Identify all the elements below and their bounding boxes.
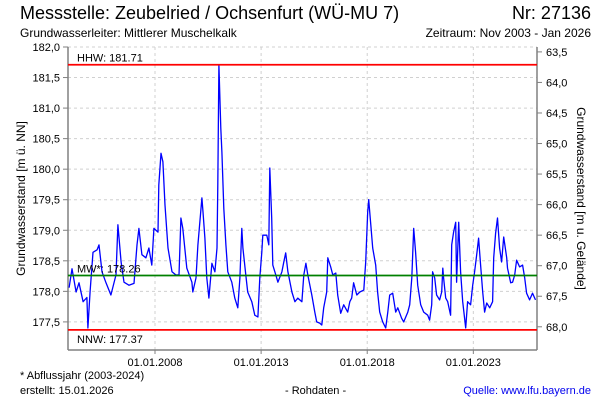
x-tick-label: 01.01.2018 bbox=[340, 357, 395, 369]
y-tick-label: 181,0 bbox=[32, 103, 60, 115]
source-link[interactable]: Quelle: www.lfu.bayern.de bbox=[463, 385, 591, 397]
y2-tick-label: 64,5 bbox=[546, 108, 567, 120]
x-tick-label: 01.01.2023 bbox=[446, 357, 501, 369]
y2-tick-label: 67,5 bbox=[546, 291, 567, 303]
y-tick-label: 180,5 bbox=[32, 134, 60, 146]
aquifer-label: Grundwasserleiter: Mittlerer Muschelkalk bbox=[20, 26, 237, 40]
y2-tick-label: 65,0 bbox=[546, 139, 567, 151]
y-tick-label: 181,5 bbox=[32, 73, 60, 85]
plot-area bbox=[68, 47, 537, 350]
y2-tick-label: 63,5 bbox=[546, 47, 567, 59]
created-date: erstellt: 15.01.2026 bbox=[20, 385, 114, 397]
x-tick-label: 01.01.2013 bbox=[234, 357, 289, 369]
y2-tick-label: 66,5 bbox=[546, 230, 567, 242]
y2-tick-label: 68,0 bbox=[546, 322, 567, 334]
station-number: Nr: 27136 bbox=[511, 3, 591, 23]
page-title: Messstelle: Zeubelried / Ochsenfurt (WÜ-… bbox=[20, 3, 400, 23]
y-axis-title: Grundwasserstand [m ü. NN] bbox=[14, 121, 28, 276]
x-tick-label: 01.01.2008 bbox=[127, 357, 182, 369]
y2-tick-label: 65,5 bbox=[546, 169, 567, 181]
y2-tick-label: 67,0 bbox=[546, 261, 567, 273]
y2-tick-label: 66,0 bbox=[546, 200, 567, 212]
reference-label-mw: MW*: 178.26 bbox=[77, 263, 141, 275]
rawdata-label: - Rohdaten - bbox=[285, 385, 347, 397]
footnote: * Abflussjahr (2003-2024) bbox=[20, 370, 145, 382]
reference-label-nnw: NNW: 177.37 bbox=[77, 334, 143, 346]
y-tick-label: 179,0 bbox=[32, 225, 60, 237]
y2-axis-title: Grundwasserstand [m u. Gelände] bbox=[574, 107, 588, 290]
y-tick-label: 178,0 bbox=[32, 286, 60, 298]
y-tick-label: 180,0 bbox=[32, 164, 60, 176]
y-tick-label: 177,5 bbox=[32, 317, 60, 329]
series-line-grundwasserstand bbox=[68, 64, 537, 329]
y-tick-label: 179,5 bbox=[32, 195, 60, 207]
y-tick-label: 178,5 bbox=[32, 256, 60, 268]
y2-tick-label: 64,0 bbox=[546, 77, 567, 89]
period-label: Zeitraum: Nov 2003 - Jan 2026 bbox=[425, 26, 591, 40]
reference-label-hhw: HHW: 181.71 bbox=[77, 53, 143, 65]
y-tick-label: 182,0 bbox=[32, 42, 60, 54]
